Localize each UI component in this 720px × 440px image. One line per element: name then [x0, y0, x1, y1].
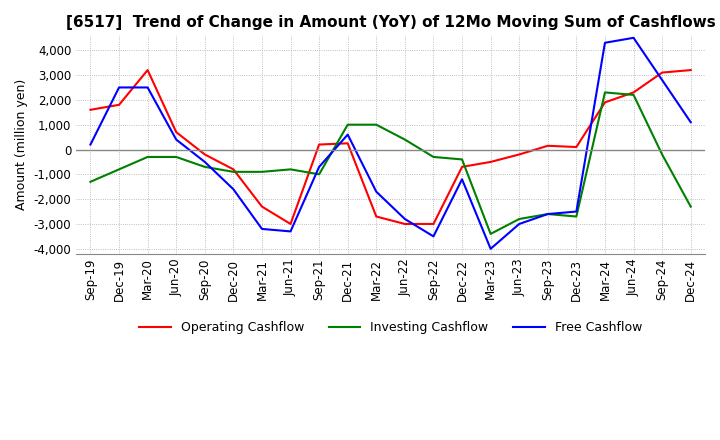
Line: Free Cashflow: Free Cashflow: [91, 38, 690, 249]
Investing Cashflow: [600, 90, 609, 95]
Free Cashflow: [515, 221, 523, 227]
Operating Cashflow: [658, 70, 667, 75]
Investing Cashflow: [429, 154, 438, 160]
Investing Cashflow: [372, 122, 381, 127]
Investing Cashflow: [629, 92, 638, 98]
Operating Cashflow: [515, 152, 523, 157]
Operating Cashflow: [600, 100, 609, 105]
Free Cashflow: [544, 211, 552, 216]
Free Cashflow: [686, 120, 695, 125]
Free Cashflow: [486, 246, 495, 251]
Investing Cashflow: [315, 172, 323, 177]
Operating Cashflow: [572, 144, 581, 150]
Operating Cashflow: [86, 107, 95, 113]
Free Cashflow: [400, 216, 409, 222]
Investing Cashflow: [544, 211, 552, 216]
Title: [6517]  Trend of Change in Amount (YoY) of 12Mo Moving Sum of Cashflows: [6517] Trend of Change in Amount (YoY) o…: [66, 15, 716, 30]
Investing Cashflow: [343, 122, 352, 127]
Operating Cashflow: [429, 221, 438, 227]
Investing Cashflow: [658, 152, 667, 157]
Investing Cashflow: [258, 169, 266, 175]
Operating Cashflow: [343, 141, 352, 146]
Free Cashflow: [229, 187, 238, 192]
Investing Cashflow: [86, 179, 95, 184]
Investing Cashflow: [400, 137, 409, 142]
Free Cashflow: [86, 142, 95, 147]
Free Cashflow: [429, 234, 438, 239]
Free Cashflow: [600, 40, 609, 45]
Operating Cashflow: [172, 129, 181, 135]
Free Cashflow: [258, 226, 266, 231]
Investing Cashflow: [287, 167, 295, 172]
Operating Cashflow: [315, 142, 323, 147]
Operating Cashflow: [114, 102, 123, 107]
Free Cashflow: [114, 85, 123, 90]
Investing Cashflow: [486, 231, 495, 237]
Operating Cashflow: [287, 221, 295, 227]
Investing Cashflow: [686, 204, 695, 209]
Investing Cashflow: [200, 164, 209, 169]
Operating Cashflow: [143, 67, 152, 73]
Operating Cashflow: [258, 204, 266, 209]
Operating Cashflow: [200, 152, 209, 157]
Investing Cashflow: [172, 154, 181, 160]
Line: Investing Cashflow: Investing Cashflow: [91, 92, 690, 234]
Investing Cashflow: [143, 154, 152, 160]
Operating Cashflow: [629, 90, 638, 95]
Legend: Operating Cashflow, Investing Cashflow, Free Cashflow: Operating Cashflow, Investing Cashflow, …: [134, 316, 647, 339]
Free Cashflow: [172, 137, 181, 142]
Free Cashflow: [629, 35, 638, 40]
Investing Cashflow: [458, 157, 467, 162]
Y-axis label: Amount (million yen): Amount (million yen): [15, 79, 28, 210]
Free Cashflow: [572, 209, 581, 214]
Operating Cashflow: [372, 214, 381, 219]
Operating Cashflow: [400, 221, 409, 227]
Investing Cashflow: [572, 214, 581, 219]
Free Cashflow: [458, 176, 467, 182]
Operating Cashflow: [486, 159, 495, 165]
Free Cashflow: [143, 85, 152, 90]
Free Cashflow: [315, 164, 323, 169]
Operating Cashflow: [229, 167, 238, 172]
Free Cashflow: [287, 229, 295, 234]
Operating Cashflow: [544, 143, 552, 148]
Free Cashflow: [658, 77, 667, 83]
Free Cashflow: [343, 132, 352, 137]
Investing Cashflow: [229, 169, 238, 175]
Investing Cashflow: [114, 167, 123, 172]
Free Cashflow: [372, 189, 381, 194]
Line: Operating Cashflow: Operating Cashflow: [91, 70, 690, 224]
Operating Cashflow: [686, 67, 695, 73]
Operating Cashflow: [458, 164, 467, 169]
Investing Cashflow: [515, 216, 523, 222]
Free Cashflow: [200, 159, 209, 165]
